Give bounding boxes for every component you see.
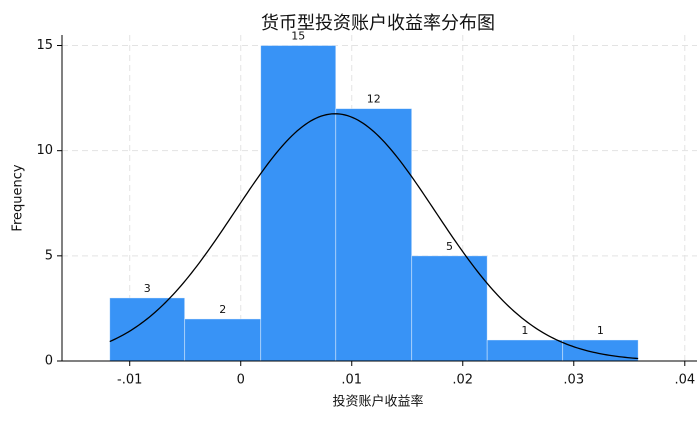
y-axis-label: Frequency	[11, 164, 26, 231]
data-label: 12	[367, 93, 381, 106]
data-label: 15	[291, 30, 305, 43]
x-tick-label: 0	[237, 373, 245, 388]
y-tick-label: 5	[45, 248, 53, 263]
x-tick-label: .03	[563, 373, 584, 388]
bar	[260, 45, 337, 362]
chart-title: 货币型投资账户收益率分布图	[261, 13, 495, 34]
data-label: 1	[521, 324, 528, 337]
y-tick-label: 0	[45, 354, 53, 369]
bar	[411, 255, 488, 362]
y-tick-label: 15	[36, 38, 53, 53]
x-tick-label: .02	[452, 373, 473, 388]
data-label: 5	[446, 240, 453, 253]
y-tick-label: 10	[36, 143, 53, 158]
data-label: 1	[597, 324, 604, 337]
normal-curve	[109, 113, 639, 360]
x-axis-label: 投资账户收益率	[332, 394, 423, 410]
x-tick-label: .04	[674, 373, 695, 388]
bar	[184, 318, 262, 362]
bar	[109, 297, 186, 362]
bar	[335, 108, 413, 362]
x-tick-label: -.01	[117, 373, 142, 388]
data-label: 3	[144, 282, 151, 295]
data-label: 2	[219, 303, 226, 316]
bar	[486, 339, 564, 362]
x-tick-label: .01	[341, 373, 362, 388]
